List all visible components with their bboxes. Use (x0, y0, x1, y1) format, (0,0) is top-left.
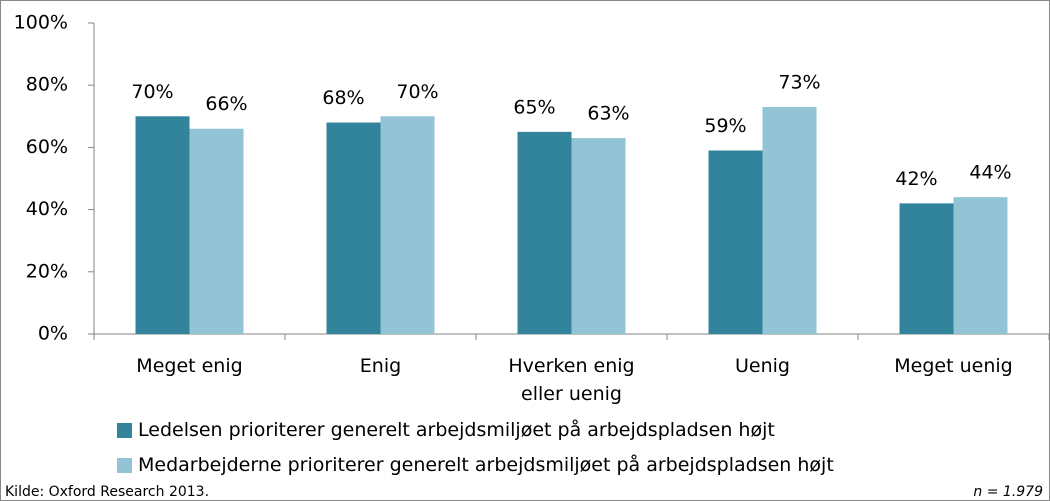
y-tick-label: 60% (26, 136, 68, 158)
data-label: 42% (895, 168, 937, 190)
data-label: 63% (587, 103, 629, 125)
legend-swatch (117, 457, 132, 473)
bar (708, 150, 763, 334)
data-label: 68% (322, 87, 364, 109)
bar (953, 197, 1008, 334)
y-tick-label: 0% (38, 323, 68, 345)
bar (189, 128, 244, 334)
data-label: 66% (205, 93, 247, 115)
y-tick-label: 80% (26, 74, 68, 96)
data-label: 65% (513, 96, 555, 118)
legend-item: Medarbejderne prioriterer generelt arbej… (117, 454, 834, 476)
bar (762, 106, 817, 334)
bar (135, 116, 190, 334)
data-label: 70% (396, 81, 438, 103)
bar (380, 116, 435, 334)
data-label: 73% (778, 71, 820, 93)
data-label: 70% (131, 81, 173, 103)
source: Kilde: Oxford Research 2013. (5, 484, 210, 500)
bar (571, 138, 626, 334)
bar (899, 203, 954, 334)
y-tick-label: 100% (14, 12, 68, 34)
data-label: 59% (704, 115, 746, 137)
x-tick-label: Hverken enig eller uenig (508, 355, 635, 405)
bar (517, 131, 572, 334)
legend-label: Ledelsen prioriterer generelt arbejdsmil… (138, 419, 775, 441)
x-tick-label: Enig (359, 355, 402, 377)
data-label: 44% (969, 162, 1011, 184)
x-tick-label: Meget enig (136, 355, 243, 377)
y-tick-label: 20% (26, 260, 68, 282)
legend-swatch (117, 422, 132, 438)
y-tick-label: 40% (26, 198, 68, 220)
x-tick-label: Meget uenig (894, 355, 1013, 377)
note: n = 1.979 (973, 484, 1043, 500)
x-tick-label: Uenig (735, 355, 790, 377)
legend-label: Medarbejderne prioriterer generelt arbej… (138, 454, 834, 476)
bar (326, 122, 381, 335)
legend-item: Ledelsen prioriterer generelt arbejdsmil… (117, 419, 775, 441)
